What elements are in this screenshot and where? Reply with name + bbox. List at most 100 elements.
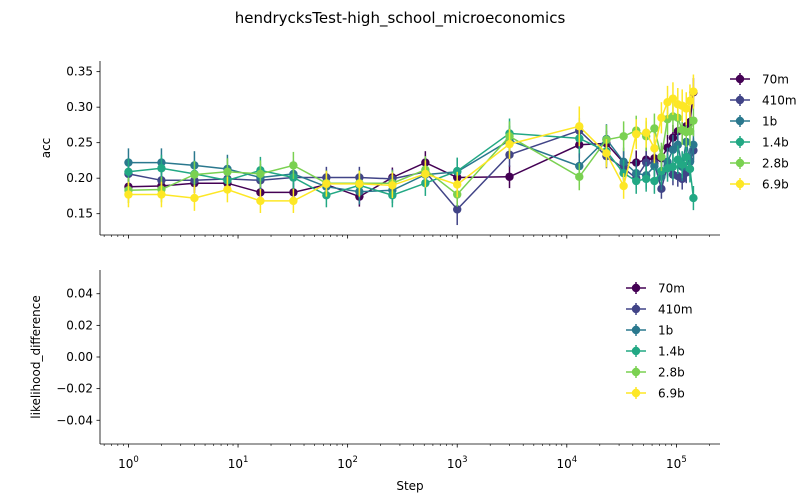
data-point (632, 129, 641, 139)
legend-label: 1.4b (658, 345, 685, 359)
legend-item-1b: 1b (730, 115, 777, 129)
x-tick-label: 101 (228, 455, 249, 471)
data-point (256, 169, 265, 179)
legend-label: 410m (658, 303, 693, 317)
x-tick-label: 105 (666, 455, 687, 471)
data-point (355, 179, 364, 189)
legend-item-1b: 1b (626, 324, 673, 338)
data-point (641, 128, 651, 137)
legend-label: 1b (762, 115, 777, 129)
legend-item-2.8b: 2.8b (626, 366, 685, 380)
legend-marker (735, 137, 745, 147)
y-tick-label: 0.25 (66, 136, 93, 150)
legend-item-1.4b: 1.4b (626, 345, 685, 359)
x-tick-label: 100 (118, 455, 139, 471)
data-point (689, 87, 698, 96)
likelihood-difference-panel: −0.04 −0.02 0.00 0.02 0.04 100 101 102 103 104 105… (29, 270, 720, 471)
data-point (157, 190, 166, 199)
y-tick-label: 0.04 (66, 287, 93, 301)
legend-marker (631, 367, 641, 377)
legend-label: 1b (658, 324, 673, 338)
legend-label: 6.9b (762, 178, 789, 192)
data-point (650, 124, 659, 133)
data-point (685, 164, 695, 174)
data-point (505, 139, 514, 149)
data-point (453, 166, 462, 176)
legend-item-6.9b: 6.9b (626, 387, 685, 401)
legend-item-1.4b: 1.4b (730, 136, 789, 150)
data-point (650, 176, 659, 186)
data-point (289, 196, 298, 206)
data-point (421, 169, 430, 179)
y-axis-label: acc (39, 138, 53, 159)
data-point (190, 193, 199, 203)
y-tick-label: 0.15 (66, 207, 93, 221)
x-tick-label: 102 (337, 455, 358, 471)
acc-panel: 0.15 0.20 0.25 0.30 0.35 acc 70m 410m 1b 1.4b 2.8b… (39, 61, 797, 239)
legend-marker (735, 179, 745, 189)
data-point (685, 127, 695, 136)
data-point (223, 167, 232, 176)
legend-item-6.9b: 6.9b (730, 178, 789, 192)
data-point (641, 174, 651, 184)
series-2.8b (124, 100, 698, 207)
x-axis-label: Step (396, 479, 423, 493)
data-point (575, 122, 584, 131)
data-point (682, 152, 691, 162)
data-point (682, 104, 691, 113)
data-point (673, 140, 682, 150)
data-point (632, 176, 641, 186)
data-point (668, 94, 678, 103)
legend-label: 410m (762, 94, 797, 108)
legend: 70m 410m 1b 1.4b 2.8b 6.9b (730, 73, 797, 192)
data-point (453, 180, 462, 189)
y-tick-label: −0.02 (56, 382, 93, 396)
y-axis-label: likelihood_difference (29, 295, 43, 418)
legend-label: 1.4b (762, 136, 789, 150)
legend-label: 70m (658, 282, 685, 296)
legend-marker (631, 304, 641, 314)
series-6.9b (124, 74, 698, 213)
series-70m (124, 78, 698, 207)
legend-marker (735, 95, 745, 105)
legend-item-410m: 410m (626, 303, 693, 317)
data-point (678, 160, 687, 169)
y-tick-label: 0.20 (66, 171, 93, 185)
y-tick-label: 0.02 (66, 318, 93, 332)
data-point (650, 144, 659, 153)
legend-item-70m: 70m (626, 282, 685, 296)
data-point (124, 190, 133, 199)
chart-title: hendrycksTest-high_school_microeconomics (235, 9, 566, 28)
legend-marker (735, 158, 745, 168)
data-point (322, 179, 331, 189)
data-point (685, 96, 695, 105)
data-point (619, 181, 628, 191)
y-tick-label: 0.30 (66, 100, 93, 114)
legend-marker (735, 116, 745, 126)
data-point (388, 181, 397, 190)
y-tick-label: 0.35 (66, 65, 93, 79)
data-point (575, 172, 584, 181)
x-tick-label: 104 (556, 455, 577, 471)
legend-item-2.8b: 2.8b (730, 157, 789, 171)
legend-marker (631, 388, 641, 398)
legend-label: 70m (762, 73, 789, 87)
data-point (689, 140, 698, 150)
legend-marker (631, 325, 641, 335)
y-tick-label: −0.04 (56, 413, 93, 427)
data-point (650, 161, 659, 171)
data-point (689, 193, 698, 203)
data-point (657, 113, 666, 123)
legend-marker (735, 74, 745, 84)
data-point (657, 152, 666, 162)
x-tick-label: 103 (447, 455, 468, 471)
legend-marker (631, 283, 641, 293)
data-point (223, 185, 232, 194)
data-point (256, 196, 265, 206)
data-point (289, 161, 298, 170)
legend: 70m 410m 1b 1.4b 2.8b 6.9b (626, 282, 693, 401)
legend-item-70m: 70m (730, 73, 789, 87)
data-point (124, 167, 133, 176)
data-point (602, 149, 611, 158)
